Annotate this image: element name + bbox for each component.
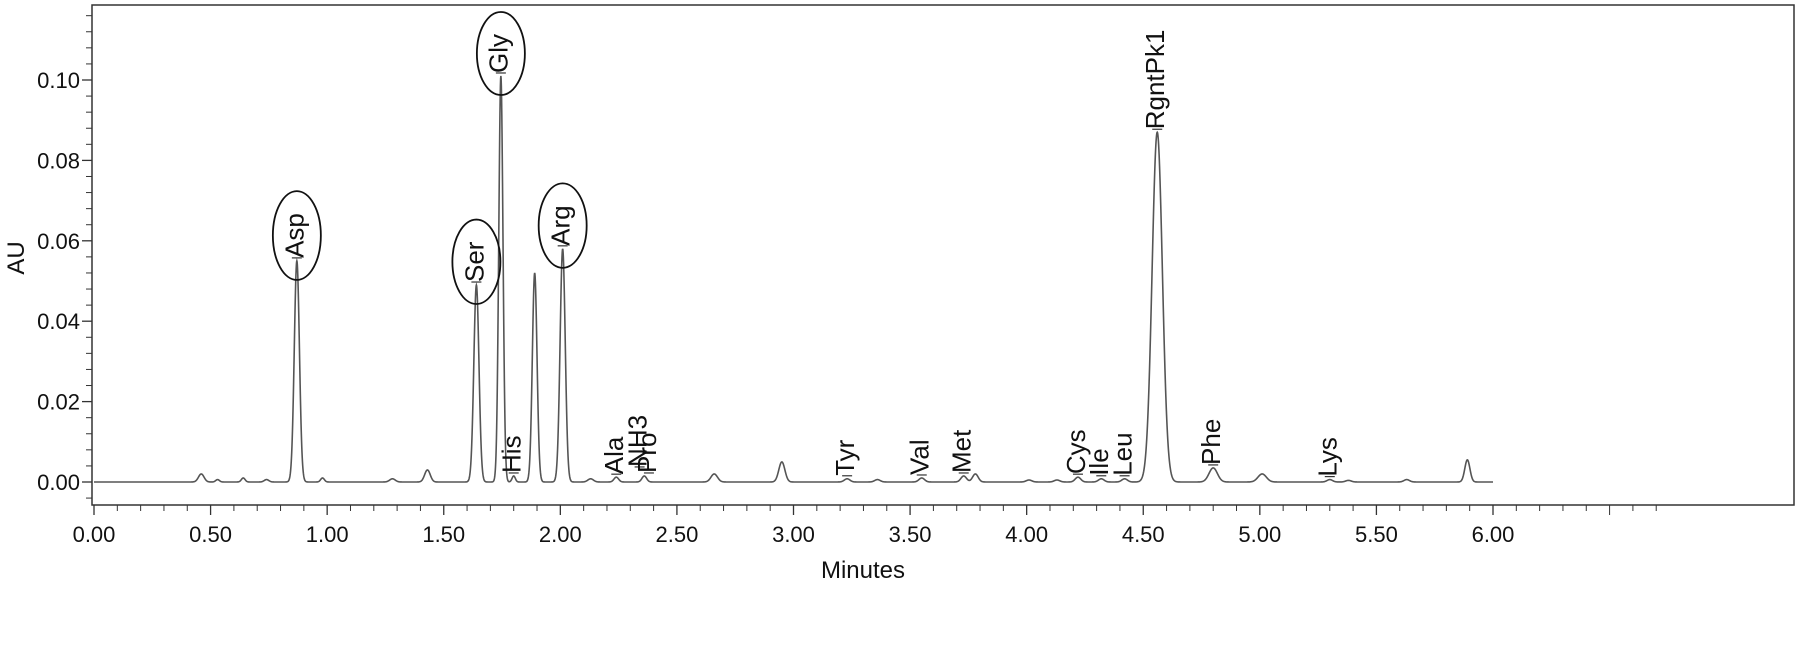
peak-annotation: Ala — [599, 436, 629, 475]
peak-annotation: RgntPk1 — [1140, 30, 1170, 130]
x-tick-label: 4.50 — [1122, 522, 1165, 547]
x-tick-label: 2.50 — [656, 522, 699, 547]
axis-ticks — [82, 15, 1657, 515]
peak-label: Pro — [632, 433, 662, 473]
peak-annotation: NH3 — [622, 415, 652, 468]
peak-label: Ala — [599, 436, 629, 474]
peak-annotation: Cys — [1061, 429, 1091, 475]
plot-frame — [91, 4, 1795, 506]
y-tick-label: 0.10 — [37, 68, 80, 93]
peak-label: Lys — [1313, 437, 1343, 477]
peak-annotation: Val — [905, 439, 935, 476]
x-tick-label: 3.50 — [889, 522, 932, 547]
peak-annotation: Met — [947, 429, 977, 474]
x-tick-label: 0.00 — [73, 522, 116, 547]
peak-annotation: Phe — [1196, 419, 1226, 466]
x-tick-label: 1.00 — [306, 522, 349, 547]
x-tick-label: 5.00 — [1238, 522, 1281, 547]
x-tick-label: 2.00 — [539, 522, 582, 547]
y-tick-label: 0.08 — [37, 148, 80, 173]
peak-annotation: Tyr — [830, 439, 860, 477]
peak-label: Met — [947, 429, 977, 473]
peak-circle-marker — [271, 190, 322, 281]
peak-label: Leu — [1107, 432, 1137, 475]
peak-annotation: Asp — [271, 190, 322, 281]
peak-circle-marker — [451, 218, 502, 305]
peak-label: Ile — [1084, 448, 1114, 475]
peak-label: Ser — [459, 241, 489, 282]
peak-circle-marker — [537, 182, 588, 269]
peak-label: Val — [905, 439, 935, 475]
peak-circle-marker — [475, 11, 526, 96]
peak-label: NH3 — [622, 415, 652, 467]
peak-annotation: Arg — [537, 182, 588, 269]
peak-annotation: Lys — [1313, 437, 1343, 478]
peak-annotation: His — [497, 435, 527, 474]
peak-annotation: Ile — [1084, 448, 1114, 477]
x-tick-label: 6.00 — [1472, 522, 1515, 547]
peak-label: Phe — [1196, 419, 1226, 465]
y-tick-label: 0.00 — [37, 470, 80, 495]
peak-annotation: Gly — [475, 11, 526, 96]
peak-label: Arg — [546, 205, 576, 245]
y-axis-title: AU — [3, 241, 30, 274]
x-tick-label: 3.00 — [772, 522, 815, 547]
peak-annotation: Ser — [451, 218, 502, 305]
x-axis-title: Minutes — [821, 557, 905, 584]
y-tick-label: 0.06 — [37, 229, 80, 254]
x-tick-label: 5.50 — [1355, 522, 1398, 547]
peak-label: Tyr — [830, 439, 860, 475]
y-tick-label: 0.04 — [37, 309, 80, 334]
peak-label: RgntPk1 — [1140, 30, 1170, 130]
peak-label: Gly — [484, 34, 514, 73]
x-tick-label: 1.50 — [422, 522, 465, 547]
peak-annotation: Pro — [632, 433, 662, 474]
chromatogram-trace — [94, 75, 1493, 483]
peak-label: Asp — [280, 213, 310, 258]
peak-label: Cys — [1061, 429, 1091, 474]
x-tick-label: 0.50 — [189, 522, 232, 547]
peak-annotation: Leu — [1107, 432, 1137, 477]
x-tick-label: 4.00 — [1005, 522, 1048, 547]
tick-labels: 0.00 0.50 1.00 1.50 2.00 2.50 3.00 3.50 4.00 4.50… — [37, 68, 1514, 547]
peak-label: His — [497, 435, 527, 473]
y-tick-label: 0.02 — [37, 390, 80, 415]
